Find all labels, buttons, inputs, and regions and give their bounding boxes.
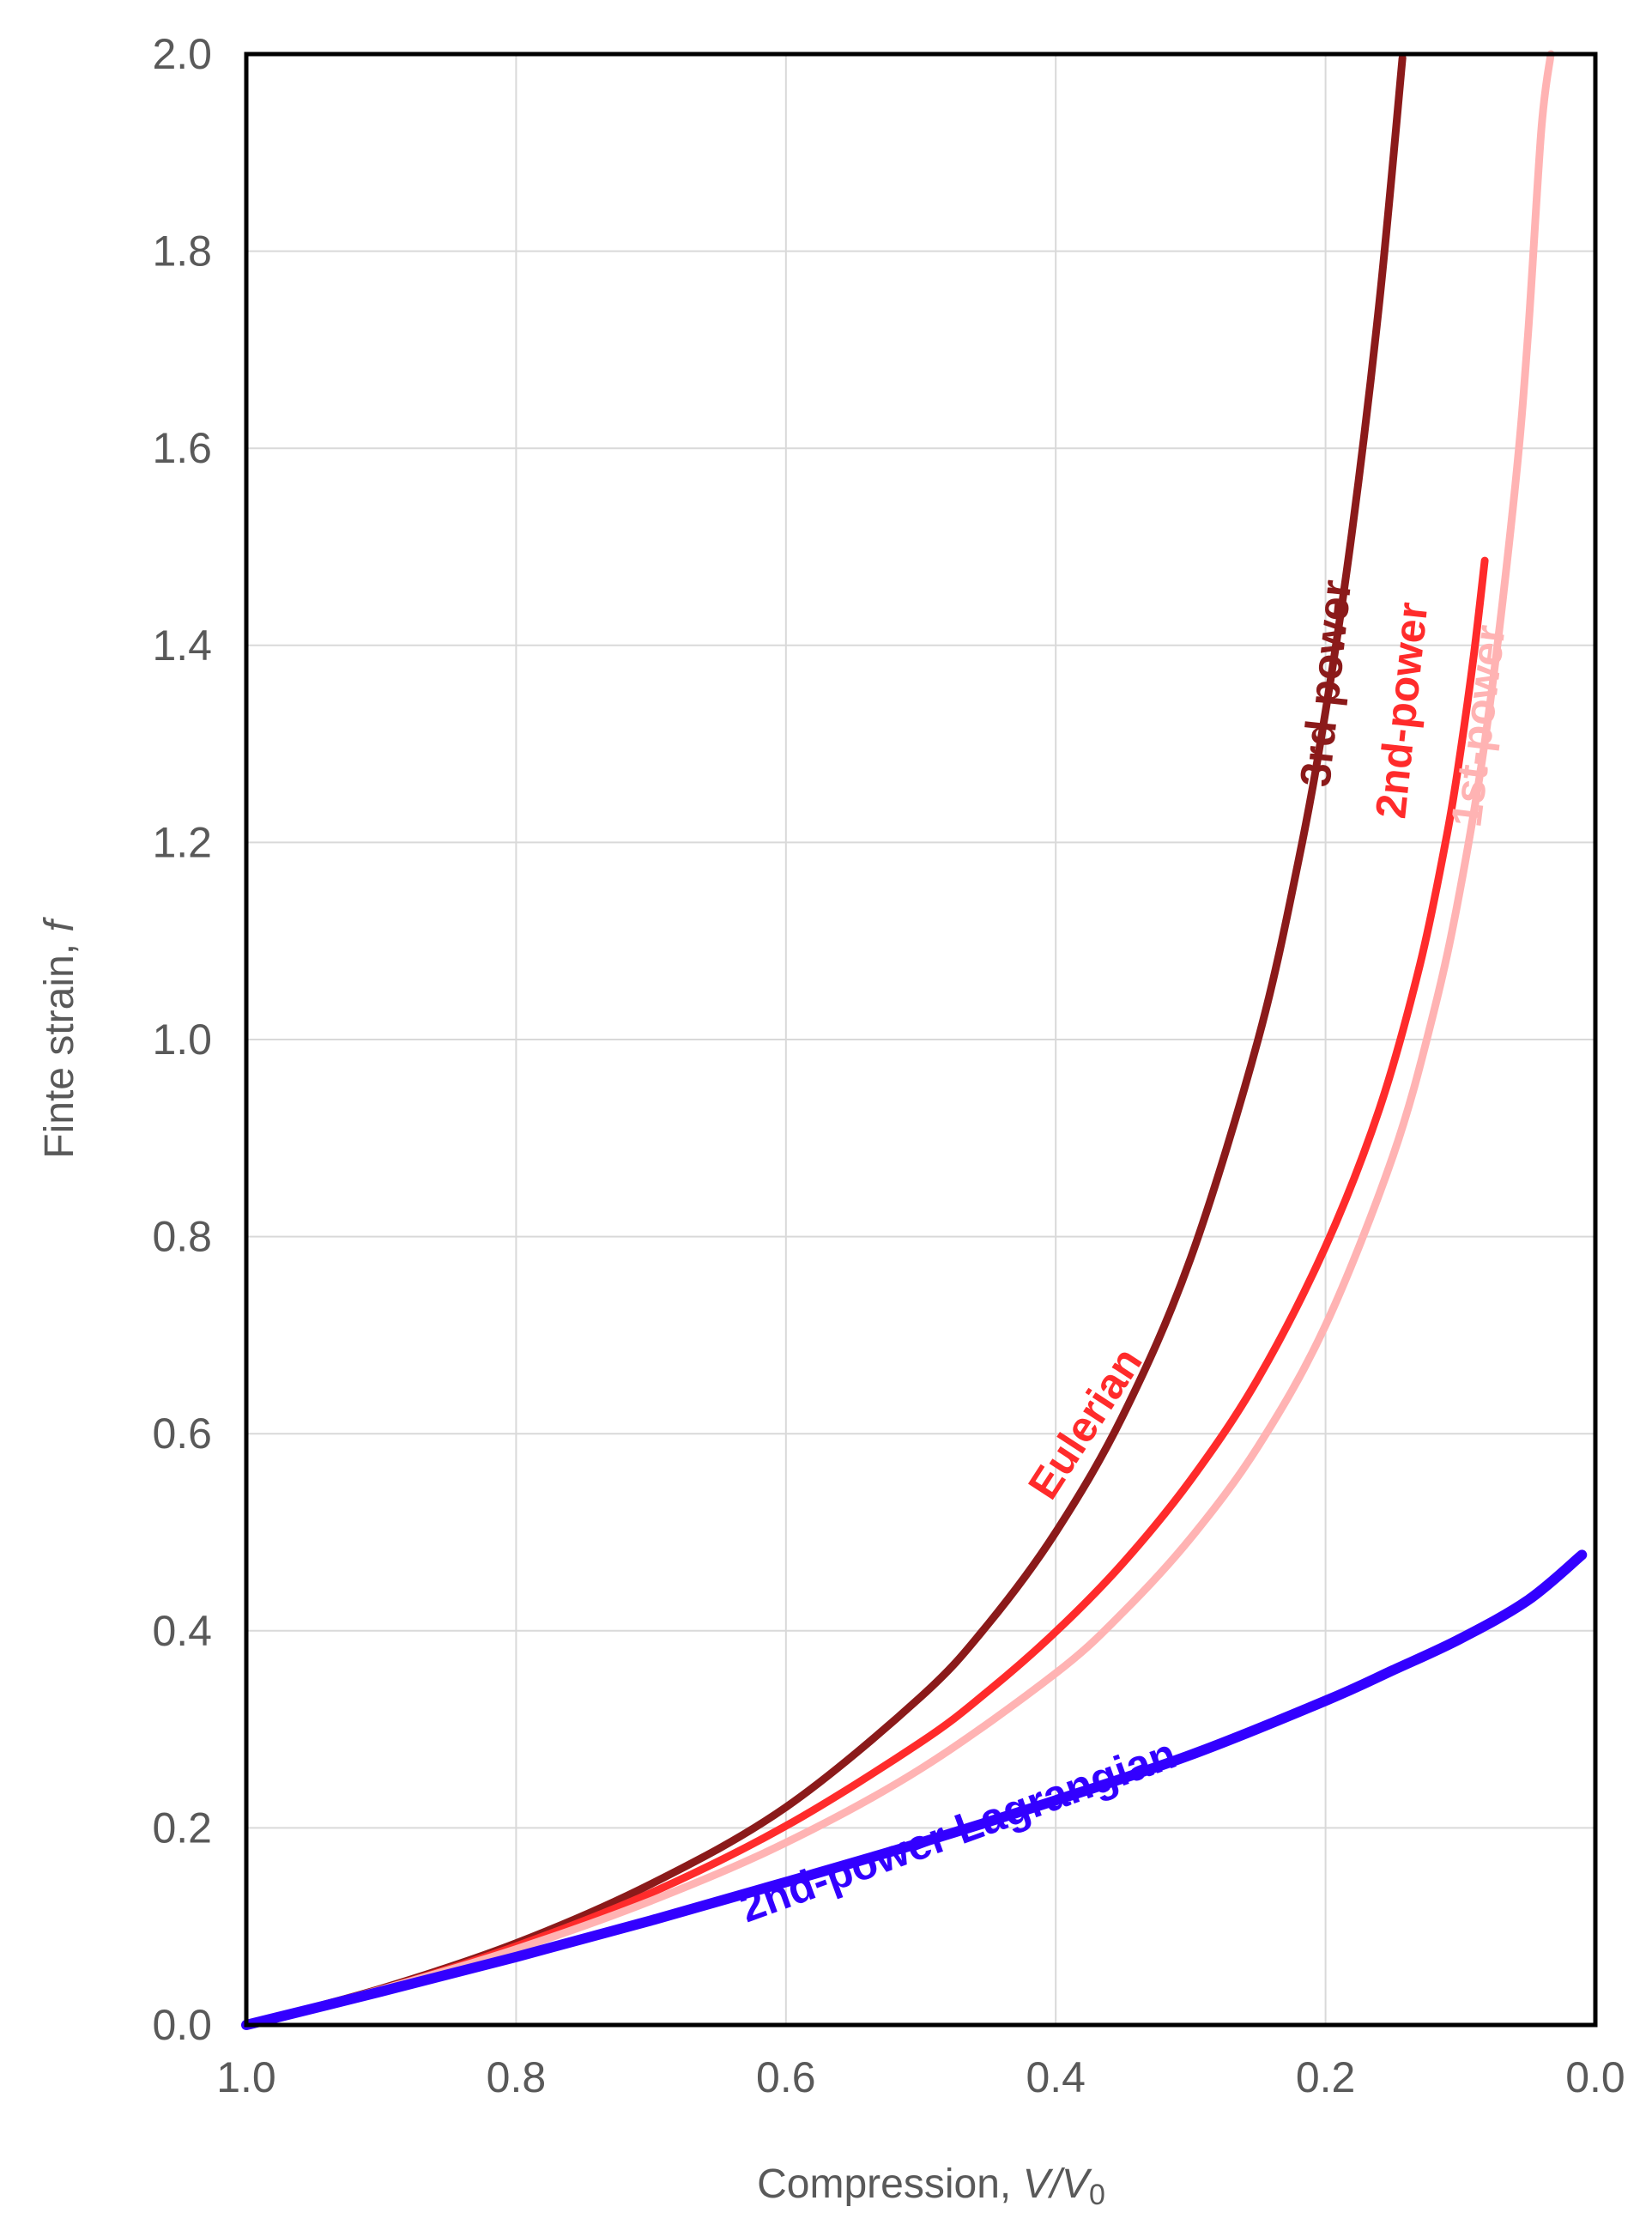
y-tick-label: 0.0 <box>152 2001 212 2049</box>
label-2nd-power: 2nd-power <box>1366 600 1437 821</box>
series-3rd-power <box>242 54 1407 2029</box>
label-1st-power: 1st-power <box>1442 622 1514 829</box>
y-tick-labels: 0.0 0.2 0.4 0.6 0.8 1.0 1.2 1.4 1.6 1.8 2.0 <box>152 30 212 2049</box>
x-tick-label: 0.2 <box>1296 2053 1356 2101</box>
x-axis-title-sub: 0 <box>1089 2179 1105 2211</box>
series-2nd-power-lagrangian <box>241 1549 1588 2030</box>
y-tick-label: 1.2 <box>152 818 212 866</box>
x-tick-label: 0.0 <box>1565 2053 1625 2101</box>
x-axis-title-prefix: Compression, <box>757 2161 1022 2207</box>
x-tick-label: 1.0 <box>216 2053 276 2101</box>
x-tick-label: 0.4 <box>1026 2053 1086 2101</box>
curves <box>241 50 1588 2030</box>
x-axis-title: Compression, V/V0 <box>757 2161 1105 2211</box>
y-tick-label: 1.4 <box>152 621 212 670</box>
y-axis-title-prefix: Finte strain, <box>37 932 82 1159</box>
y-tick-label: 2.0 <box>152 30 212 78</box>
y-tick-label: 0.4 <box>152 1607 212 1655</box>
series-1st-power <box>242 50 1555 2029</box>
x-tick-labels: 1.0 0.8 0.6 0.4 0.2 0.0 <box>216 2053 1625 2101</box>
label-3rd-power: 3rd-power <box>1291 578 1360 789</box>
gridlines <box>245 53 1596 2026</box>
y-tick-label: 0.8 <box>152 1213 212 1261</box>
y-tick-label: 0.6 <box>152 1409 212 1458</box>
y-tick-label: 0.2 <box>152 1804 212 1852</box>
label-lagrangian: 2nd-power Lagrangian <box>734 1729 1183 1931</box>
y-axis-title-var: f <box>37 917 82 932</box>
y-tick-label: 1.0 <box>152 1015 212 1064</box>
y-tick-label: 1.8 <box>152 227 212 276</box>
series-2nd-power <box>242 556 1489 2029</box>
x-axis-title-var: V/V <box>1023 2161 1092 2207</box>
plot-frame <box>244 52 1598 2028</box>
y-tick-label: 1.6 <box>152 424 212 472</box>
x-tick-label: 0.6 <box>756 2053 816 2101</box>
y-axis-title: Finte strain, f <box>37 917 82 1159</box>
x-tick-label: 0.8 <box>487 2053 547 2101</box>
